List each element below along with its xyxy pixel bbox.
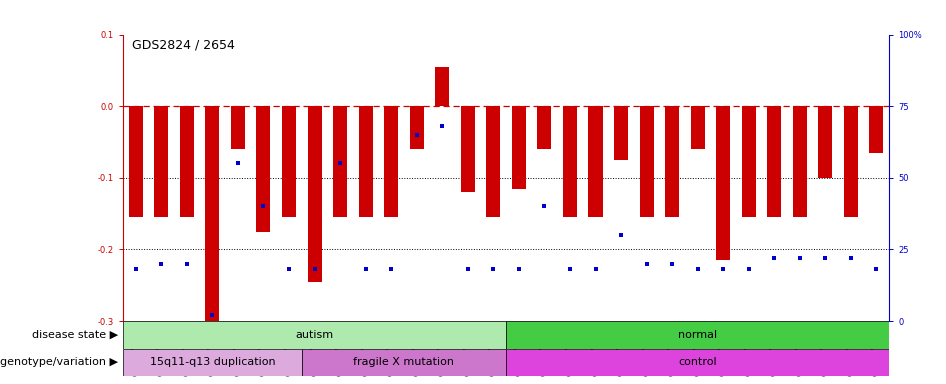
Point <box>255 204 271 210</box>
Point <box>562 266 577 273</box>
Text: autism: autism <box>295 330 334 340</box>
Point <box>715 266 730 273</box>
Bar <box>614 106 628 160</box>
Bar <box>742 106 756 217</box>
Bar <box>506 321 889 349</box>
Bar <box>869 106 884 153</box>
Point <box>128 266 144 273</box>
Point <box>511 266 526 273</box>
Bar <box>461 106 475 192</box>
Point <box>766 255 781 261</box>
Bar <box>123 321 506 349</box>
Point <box>332 161 347 167</box>
Bar <box>435 67 449 106</box>
Point <box>664 261 679 267</box>
Text: normal: normal <box>678 330 717 340</box>
Bar <box>123 349 302 376</box>
Bar <box>384 106 398 217</box>
Bar <box>302 349 506 376</box>
Bar <box>205 106 219 335</box>
Bar <box>486 106 500 217</box>
Bar <box>506 349 889 376</box>
Text: disease state ▶: disease state ▶ <box>32 330 118 340</box>
Bar <box>129 106 143 217</box>
Bar <box>359 106 373 217</box>
Text: 15q11-q13 duplication: 15q11-q13 duplication <box>149 358 275 367</box>
Bar <box>639 106 654 217</box>
Bar <box>691 106 705 149</box>
Point <box>817 255 832 261</box>
Point <box>204 312 219 318</box>
Point <box>153 261 168 267</box>
Point <box>307 266 322 273</box>
Point <box>613 232 628 238</box>
Point <box>690 266 705 273</box>
Text: control: control <box>678 358 717 367</box>
Bar <box>767 106 781 217</box>
Bar <box>716 106 730 260</box>
Point <box>536 204 552 210</box>
Bar <box>537 106 552 149</box>
Bar <box>512 106 526 189</box>
Point <box>868 266 884 273</box>
Bar <box>588 106 603 217</box>
Bar <box>307 106 322 281</box>
Point <box>358 266 373 273</box>
Point <box>281 266 296 273</box>
Bar <box>256 106 271 232</box>
Point <box>409 132 424 138</box>
Point <box>639 261 654 267</box>
Point <box>485 266 500 273</box>
Point <box>741 266 756 273</box>
Text: genotype/variation ▶: genotype/variation ▶ <box>0 358 118 367</box>
Point <box>843 255 858 261</box>
Bar <box>665 106 679 217</box>
Point <box>434 123 449 129</box>
Point <box>179 261 194 267</box>
Bar <box>410 106 424 149</box>
Bar <box>818 106 832 178</box>
Bar <box>844 106 858 217</box>
Bar <box>231 106 245 149</box>
Text: GDS2824 / 2654: GDS2824 / 2654 <box>132 38 236 51</box>
Point <box>460 266 475 273</box>
Text: fragile X mutation: fragile X mutation <box>354 358 454 367</box>
Point <box>230 161 245 167</box>
Bar <box>282 106 296 217</box>
Point <box>792 255 807 261</box>
Bar <box>180 106 194 217</box>
Point <box>587 266 603 273</box>
Bar <box>333 106 347 217</box>
Bar <box>793 106 807 217</box>
Point <box>383 266 398 273</box>
Bar <box>563 106 577 217</box>
Bar <box>154 106 168 217</box>
